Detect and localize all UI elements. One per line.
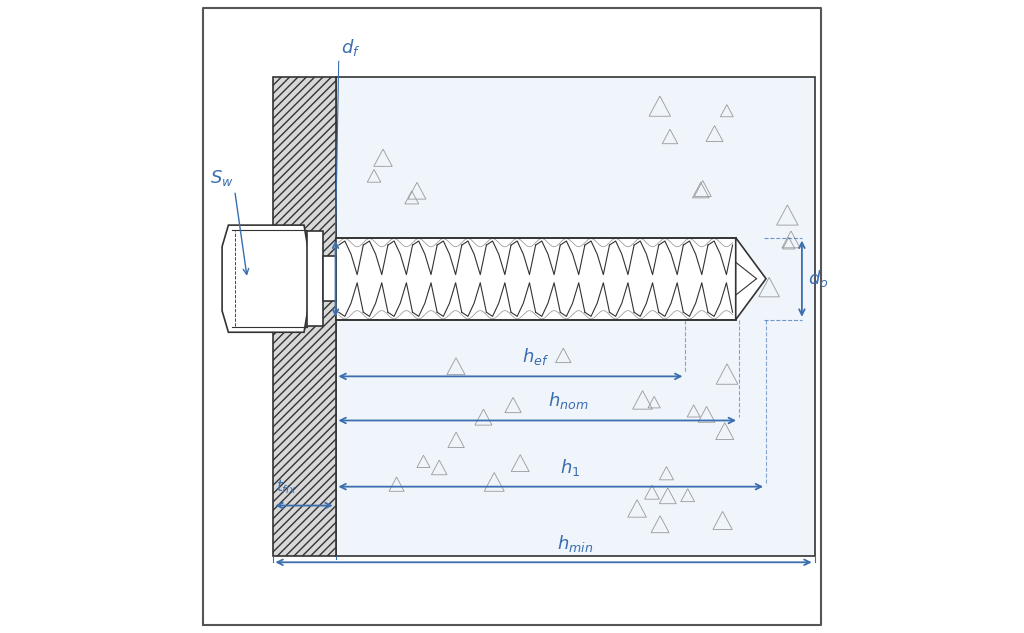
Text: $d_o$: $d_o$ <box>808 268 828 289</box>
Text: $S_w$: $S_w$ <box>210 168 233 188</box>
Polygon shape <box>336 77 814 556</box>
Polygon shape <box>272 77 336 556</box>
Polygon shape <box>336 238 735 320</box>
Text: $h_{ef}$: $h_{ef}$ <box>522 346 549 367</box>
Text: $t_{fix}$: $t_{fix}$ <box>275 477 297 496</box>
Text: $d_f$: $d_f$ <box>341 37 360 58</box>
Polygon shape <box>735 238 766 320</box>
Text: $h_{min}$: $h_{min}$ <box>557 533 593 554</box>
Text: $h_{nom}$: $h_{nom}$ <box>549 390 589 411</box>
Text: $h_1$: $h_1$ <box>559 458 580 479</box>
Polygon shape <box>323 256 336 301</box>
Polygon shape <box>222 225 310 332</box>
Polygon shape <box>307 232 323 326</box>
